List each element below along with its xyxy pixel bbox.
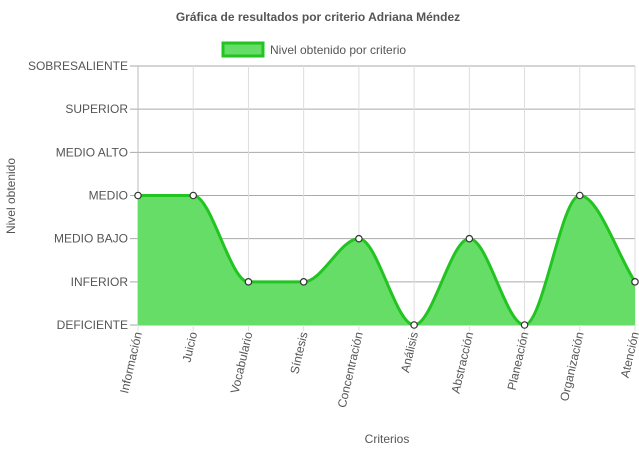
y-tick-label: MEDIO	[89, 189, 128, 203]
y-tick-label: SOBRESALIENTE	[28, 59, 128, 73]
x-tick-label: Organización	[557, 331, 587, 403]
data-points	[134, 191, 639, 329]
y-tick-labels: DEFICIENTE INFERIOR MEDIO BAJO MEDIO MEDIO A…	[28, 59, 128, 332]
data-point-abstracción[interactable]	[465, 234, 474, 243]
series-line	[138, 193, 637, 327]
x-tick-label: Juicio	[180, 330, 201, 363]
x-tick-label: Vocabulario	[228, 330, 256, 395]
data-point-concentración[interactable]	[355, 234, 363, 243]
x-tick-label: Análisis	[398, 331, 421, 374]
data-point-información[interactable]	[134, 191, 142, 200]
y-tick-label: DEFICIENTE	[57, 318, 128, 332]
y-tick-label: MEDIO ALTO	[56, 145, 128, 159]
chart-title: Gráfica de resultados por criterio Adria…	[176, 10, 460, 24]
y-tick-label: INFERIOR	[71, 275, 129, 289]
data-point-vocabulario[interactable]	[244, 278, 253, 286]
x-tick-label: Planeación	[504, 331, 531, 392]
x-tick-labels: Información Juicio Vocabulario Síntesis Conc…	[117, 330, 639, 409]
data-point-síntesis[interactable]	[299, 278, 308, 286]
y-axis-title: Nivel obtenido	[4, 158, 18, 234]
data-point-atención[interactable]	[631, 278, 639, 286]
y-tick-label: MEDIO BAJO	[54, 232, 128, 246]
data-point-juicio[interactable]	[189, 191, 198, 200]
series-fill	[138, 195, 635, 325]
x-axis-title: Criterios	[365, 432, 410, 446]
series-area	[138, 193, 637, 327]
legend-swatch	[221, 41, 265, 58]
legend-label: Nivel obtenido por criterio	[270, 43, 406, 57]
x-tick-label: Atención	[618, 331, 639, 380]
legend[interactable]: Nivel obtenido por criterio	[221, 41, 406, 58]
x-tick-label: Información	[117, 331, 145, 395]
x-tick-label: Síntesis	[287, 331, 310, 376]
data-point-análisis[interactable]	[410, 321, 418, 329]
y-tick-label: SUPERIOR	[65, 102, 128, 116]
data-point-organización[interactable]	[575, 191, 584, 200]
x-tick-label: Concentración	[335, 331, 366, 410]
data-point-planeación[interactable]	[520, 321, 529, 329]
x-tick-label: Abstracción	[449, 331, 477, 395]
